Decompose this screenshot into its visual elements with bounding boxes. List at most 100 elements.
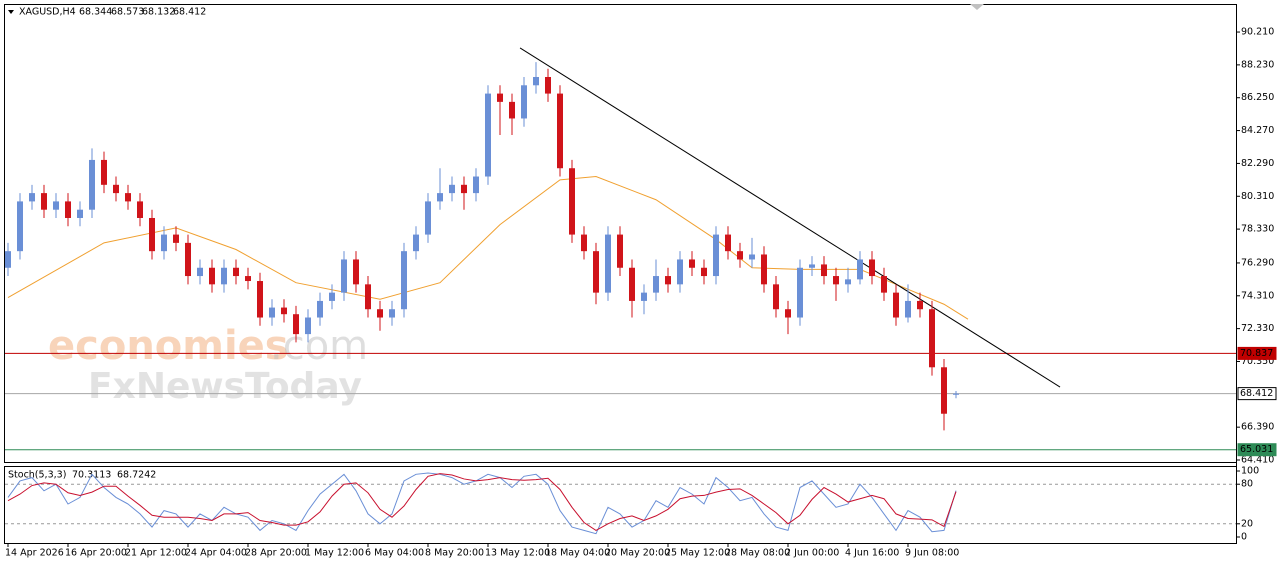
stoch-signal-value: 68.7242 — [117, 470, 156, 481]
y-tick-label: 20 — [1241, 518, 1253, 529]
y-tick-label: 66.390 — [1241, 422, 1274, 433]
price-label-box — [1237, 387, 1277, 401]
candle-body — [545, 76, 551, 94]
candle-body — [581, 234, 587, 252]
y-tick-label: 80.310 — [1241, 191, 1274, 202]
candle-body — [437, 193, 443, 202]
y-tick-label: 100 — [1241, 466, 1259, 477]
candle-body — [881, 276, 887, 293]
candle-body — [857, 259, 863, 280]
candle-body — [17, 201, 23, 252]
candle-body — [641, 292, 647, 301]
candle-body — [185, 242, 191, 277]
candle-body — [89, 159, 95, 210]
price-label: 68.412 — [1240, 388, 1273, 399]
candle-body — [101, 159, 107, 185]
candle-body — [281, 307, 287, 315]
candle-body — [557, 93, 563, 169]
candle-body — [77, 209, 83, 218]
candle-body — [197, 267, 203, 277]
candle-body — [893, 292, 899, 318]
candle-body — [677, 259, 683, 285]
y-tick-label: 78.330 — [1241, 224, 1274, 235]
y-tick-label: 74.310 — [1241, 290, 1274, 301]
stoch-line — [7, 473, 957, 531]
candle-body — [533, 76, 539, 86]
candle-body — [329, 292, 335, 301]
candle-body — [653, 276, 659, 293]
candle-body — [41, 193, 47, 210]
x-tick-label: 4 Jun 16:00 — [845, 548, 899, 559]
y-tick-label: 90.210 — [1241, 27, 1274, 38]
y-tick-label: 86.250 — [1241, 92, 1274, 103]
x-tick-label: 25 May 12:00 — [665, 548, 730, 559]
candle-body — [401, 251, 407, 310]
y-tick-label: 70.350 — [1241, 356, 1274, 367]
candle-body — [821, 264, 827, 277]
candle-body — [617, 234, 623, 268]
watermark: .com — [270, 323, 368, 369]
candle-body — [245, 276, 251, 282]
x-tick-label: 13 May 12:00 — [485, 548, 550, 559]
price-label-box — [1237, 443, 1277, 457]
y-tick-label: 64.410 — [1241, 455, 1274, 466]
candle-body — [209, 267, 215, 285]
candle-body — [509, 101, 515, 119]
x-tick-label: 20 May 20:00 — [605, 548, 670, 559]
x-tick-label: 2 Jun 00:00 — [785, 548, 839, 559]
x-tick-label: 8 May 20:00 — [425, 548, 484, 559]
x-tick-label: 21 Apr 12:00 — [125, 548, 187, 559]
candle-body — [485, 93, 491, 177]
candle-body — [389, 309, 395, 318]
open-value: 68.344 — [79, 7, 112, 18]
y-tick-label: 84.270 — [1241, 125, 1274, 136]
candle-body — [377, 309, 383, 318]
candle-body — [473, 176, 479, 194]
candle-body — [113, 184, 119, 194]
candle-body — [689, 259, 695, 268]
x-tick-label: 18 May 04:00 — [545, 548, 610, 559]
candle-body — [761, 254, 767, 285]
x-tick-label: 16 Apr 20:00 — [65, 548, 127, 559]
stoch-panel-frame — [4, 466, 1237, 544]
y-tick-label: 88.230 — [1241, 59, 1274, 70]
candle-body — [221, 267, 227, 285]
candle-body — [233, 267, 239, 277]
candle-body — [125, 193, 131, 202]
x-tick-label: 6 May 04:00 — [365, 548, 424, 559]
candle-body — [5, 251, 11, 268]
price-label: 70.837 — [1240, 348, 1273, 359]
candle-body — [665, 276, 671, 285]
candle-body — [413, 234, 419, 252]
x-tick-label: 9 Jun 08:00 — [905, 548, 959, 559]
candle-body — [317, 300, 323, 318]
y-tick-label: 80 — [1241, 479, 1253, 490]
candle-body — [425, 201, 431, 235]
candle-body — [293, 314, 299, 335]
y-tick-label: 82.290 — [1241, 158, 1274, 169]
candle-body — [785, 309, 791, 318]
candle-body — [797, 267, 803, 318]
stoch-title: Stoch(5,3,3) — [8, 470, 66, 481]
candle-body — [305, 317, 311, 335]
low-value: 68.132 — [142, 7, 175, 18]
high-value: 68.573 — [111, 7, 144, 18]
x-tick-label: 24 Apr 04:00 — [185, 548, 247, 559]
y-tick-label: 76.290 — [1241, 257, 1274, 268]
candle-body — [161, 234, 167, 252]
candle-body — [737, 251, 743, 260]
dropdown-icon[interactable] — [8, 10, 14, 14]
candle-body — [173, 234, 179, 243]
candle-body — [569, 168, 575, 235]
candle-body — [809, 264, 815, 268]
candle-body — [461, 184, 467, 194]
candle-body — [869, 259, 875, 277]
candle-body — [941, 367, 947, 414]
candle-body — [845, 279, 851, 285]
candle-body — [269, 307, 275, 318]
watermark: FxNewsToday — [88, 366, 362, 407]
close-value: 68.412 — [173, 7, 206, 18]
candle-body — [701, 267, 707, 277]
y-tick-label: 0 — [1241, 531, 1247, 542]
x-tick-label: 14 Apr 2026 — [5, 548, 64, 559]
